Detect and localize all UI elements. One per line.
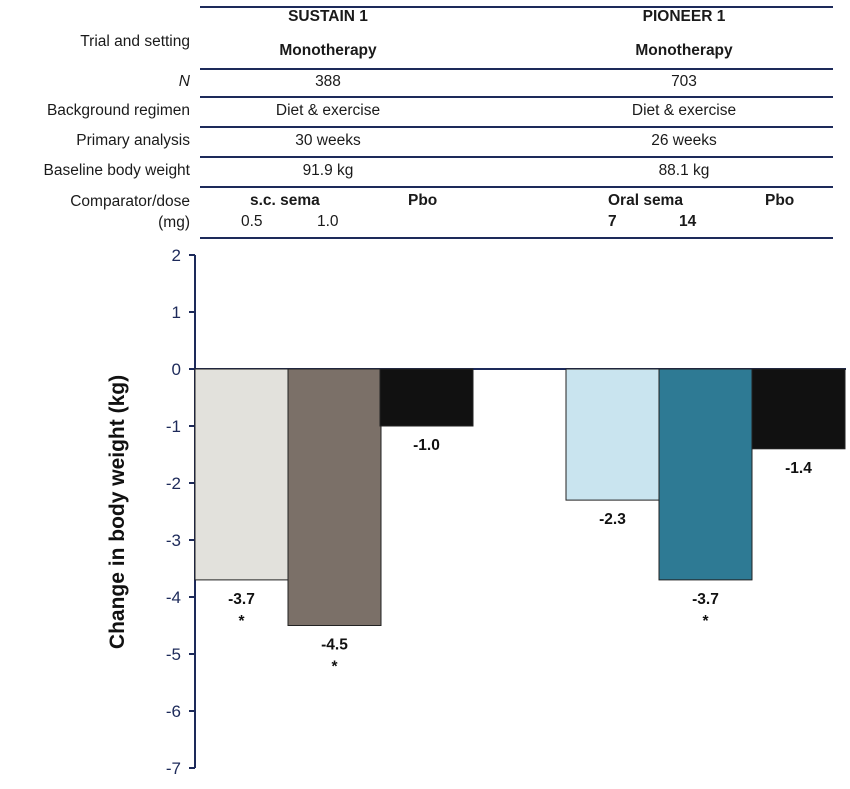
pioneer-pbo: Pbo <box>765 192 795 209</box>
table-rule <box>200 126 833 128</box>
row-label-baseline: Baseline body weight <box>43 162 191 179</box>
y-tick-label: -1 <box>166 417 181 436</box>
y-tick-label: 1 <box>172 303 181 322</box>
significance-marker: * <box>702 613 709 630</box>
table-rule <box>200 68 833 70</box>
table-rule-top <box>200 6 833 8</box>
pioneer-comparator: Oral sema <box>608 192 683 209</box>
row-label-comparator: Comparator/dose <box>70 193 190 210</box>
sustain-baseline: 91.9 kg <box>302 162 354 179</box>
y-tick-label: -5 <box>166 645 181 664</box>
table-rule <box>200 186 833 188</box>
y-axis-title: Change in body weight (kg) <box>106 375 129 649</box>
bar-value-label: -3.7 <box>692 591 719 608</box>
pioneer-dose-b: 14 <box>679 213 697 230</box>
pioneer-baseline: 88.1 kg <box>658 162 710 179</box>
row-label-background: Background regimen <box>46 102 190 119</box>
sustain-setting: Monotherapy <box>279 42 377 59</box>
bar-6 <box>751 368 846 450</box>
sustain-dose-a: 0.5 <box>241 213 263 230</box>
bar-4 <box>565 368 660 501</box>
bar-2 <box>287 368 382 626</box>
bar-value-label: -2.3 <box>599 511 626 528</box>
bar-5 <box>658 368 753 581</box>
significance-marker: * <box>331 659 338 676</box>
sustain-dose-b: 1.0 <box>317 213 339 230</box>
table-rule <box>200 156 833 158</box>
y-tick-label: -6 <box>166 702 181 721</box>
bar-value-label: -1.4 <box>785 460 812 477</box>
bar-value-label: -3.7 <box>228 591 255 608</box>
pioneer-dose-a: 7 <box>608 213 617 230</box>
sustain-n: 388 <box>315 73 341 90</box>
y-tick-label: -4 <box>166 588 181 607</box>
row-label-n: N <box>178 73 190 90</box>
row-label-trial: Trial and setting <box>80 33 190 50</box>
row-label-mg: (mg) <box>158 214 190 231</box>
pioneer-name: PIONEER 1 <box>642 8 726 25</box>
row-label-primary: Primary analysis <box>76 132 190 149</box>
y-tick-label: -3 <box>166 531 181 550</box>
pioneer-n: 703 <box>671 73 697 90</box>
table-rule-bottom <box>200 237 833 239</box>
bar-value-label: -1.0 <box>413 437 440 454</box>
pioneer-background: Diet & exercise <box>631 102 737 119</box>
sustain-primary: 30 weeks <box>295 132 361 149</box>
sustain-name: SUSTAIN 1 <box>288 8 368 25</box>
pioneer-primary: 26 weeks <box>651 132 717 149</box>
sustain-comparator: s.c. sema <box>250 192 320 209</box>
significance-marker: * <box>238 613 245 630</box>
y-tick-label: -2 <box>166 474 181 493</box>
sustain-background: Diet & exercise <box>275 102 381 119</box>
bar-1 <box>194 368 289 581</box>
sustain-pbo: Pbo <box>408 192 438 209</box>
y-tick-label: 0 <box>172 360 181 379</box>
y-tick-label: -7 <box>166 759 181 778</box>
bar-3 <box>379 368 474 427</box>
bar-value-label: -4.5 <box>321 637 348 654</box>
table-rule <box>200 96 833 98</box>
pioneer-setting: Monotherapy <box>635 42 733 59</box>
y-tick-label: 2 <box>172 246 181 265</box>
